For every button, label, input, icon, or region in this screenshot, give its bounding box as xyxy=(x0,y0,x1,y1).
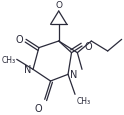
Text: O: O xyxy=(85,42,93,52)
Text: N: N xyxy=(70,70,77,80)
Text: O: O xyxy=(35,103,42,113)
Text: O: O xyxy=(55,1,62,10)
Text: O: O xyxy=(16,35,23,45)
Text: N: N xyxy=(24,65,31,75)
Text: CH₃: CH₃ xyxy=(76,96,90,105)
Text: CH₃: CH₃ xyxy=(1,55,16,64)
